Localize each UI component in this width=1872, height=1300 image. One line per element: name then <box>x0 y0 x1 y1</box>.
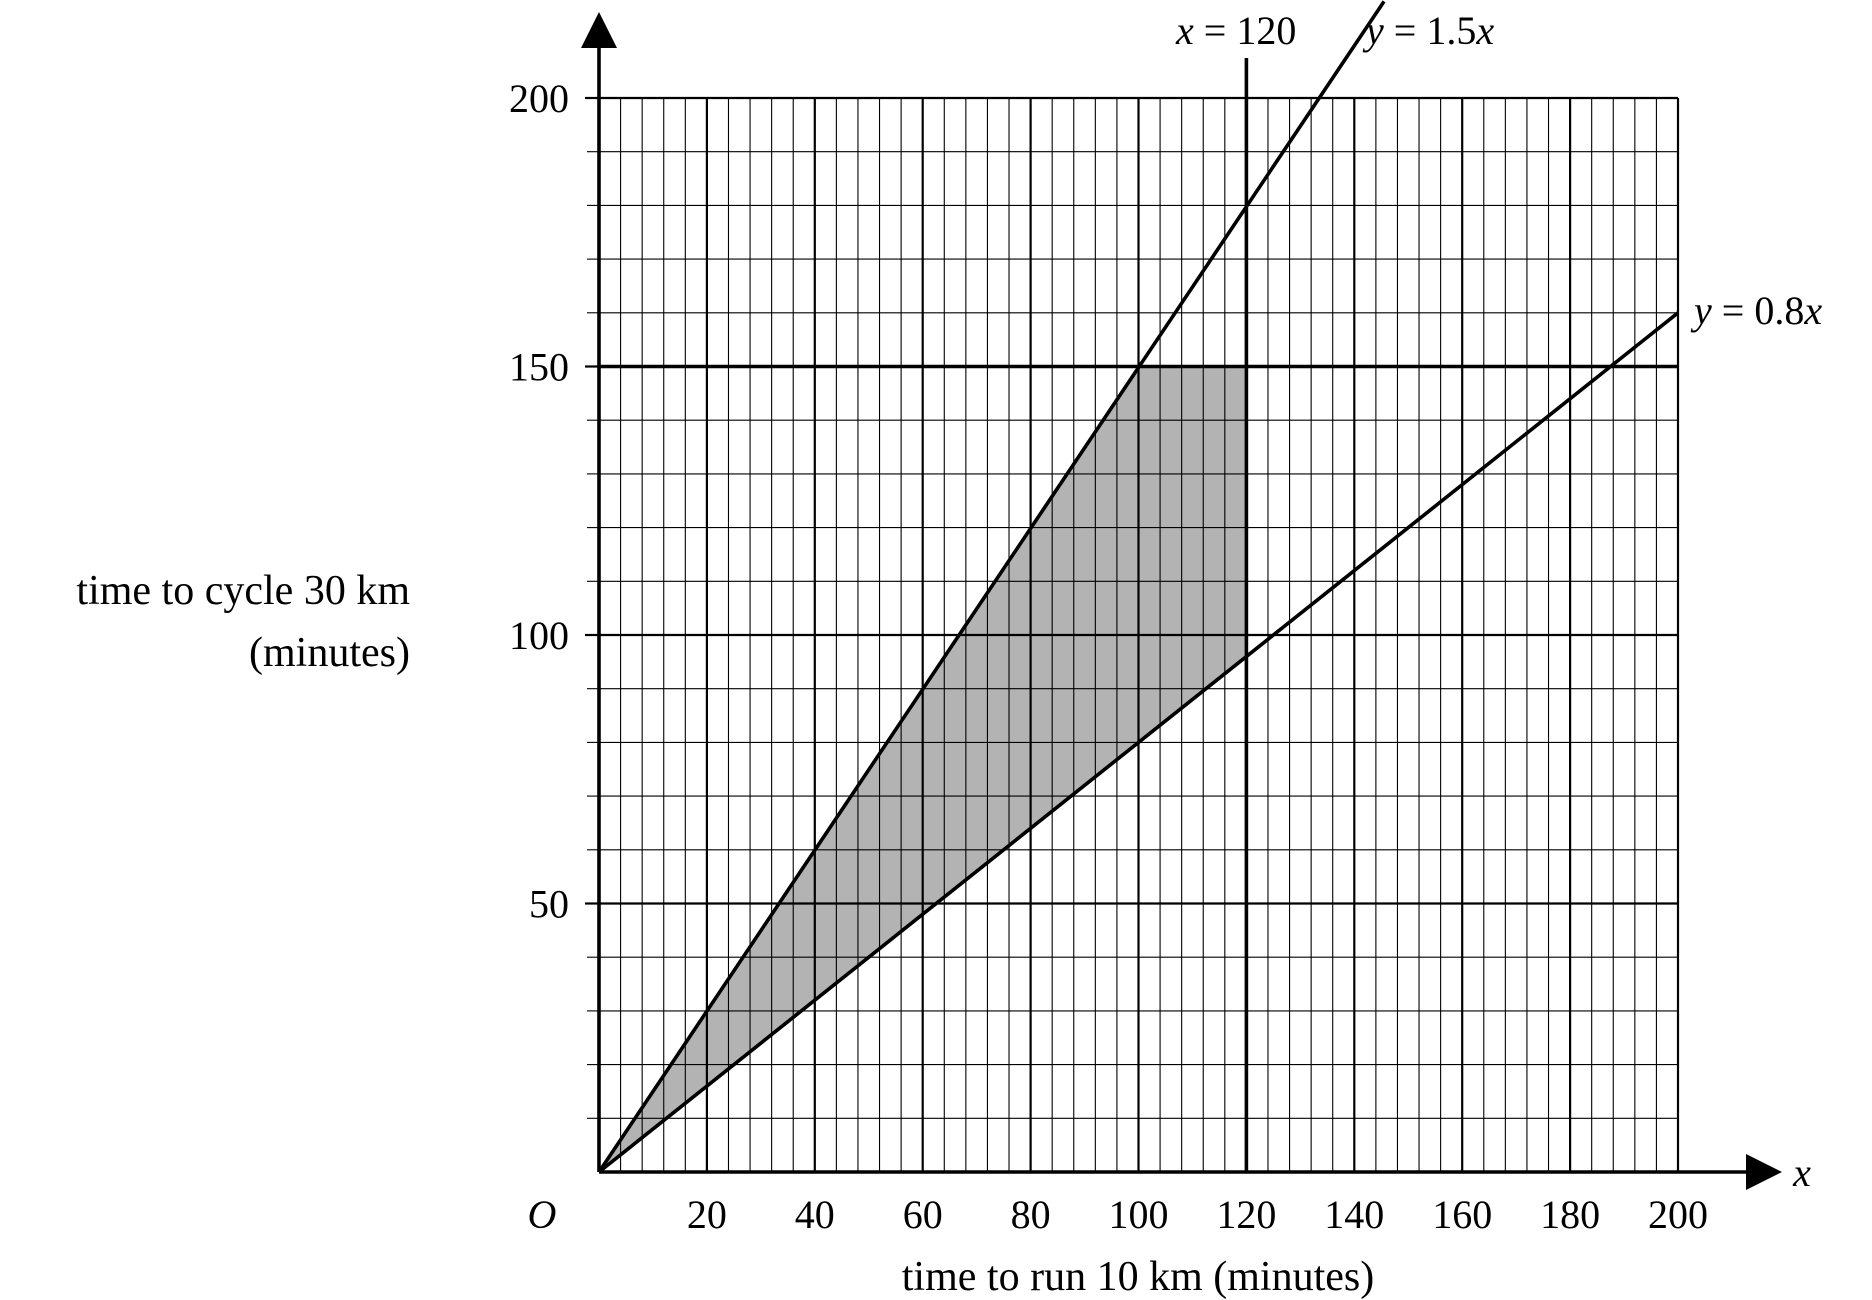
x-tick-label: 60 <box>903 1192 943 1237</box>
x-tick-label: 160 <box>1432 1192 1492 1237</box>
y-tick-label: 50 <box>529 882 569 927</box>
x-tick-label: 200 <box>1648 1192 1708 1237</box>
axes-layer <box>581 12 1782 1190</box>
x-tick-label: 180 <box>1540 1192 1600 1237</box>
y-tick-label: 100 <box>509 613 569 658</box>
x-axis-arrow <box>1746 1154 1782 1190</box>
origin-label: O <box>528 1192 557 1237</box>
y-axis-arrow <box>581 12 617 48</box>
grid-layer <box>597 96 1680 1174</box>
x-tick-label: 140 <box>1324 1192 1384 1237</box>
line-y-0.8x <box>597 311 1680 1174</box>
y-tick-label: 150 <box>509 345 569 390</box>
line-y-1.5x <box>597 0 1386 1174</box>
labels-layer: 20 40 60 80 100 120 140 160 180 200 50 100 150 200 Ox t… <box>76 8 1822 1300</box>
line-label-0: x = 120 <box>1175 8 1296 53</box>
x-tick-label: 120 <box>1216 1192 1276 1237</box>
x-axis-title: time to run 10 km (minutes) <box>902 1254 1374 1300</box>
y-axis-title-line: time to cycle 30 km <box>76 568 410 614</box>
line-label-2: y = 0.8x <box>1690 288 1822 333</box>
x-axis-symbol: x <box>1792 1150 1811 1195</box>
y-axis-title-line: (minutes) <box>249 630 410 676</box>
x-tick-label: 40 <box>795 1192 835 1237</box>
x-tick-label: 20 <box>687 1192 727 1237</box>
line-label-1: y = 1.5x <box>1362 8 1494 53</box>
y-tick-label: 200 <box>509 76 569 121</box>
x-tick-label: 80 <box>1011 1192 1051 1237</box>
x-tick-label: 100 <box>1109 1192 1169 1237</box>
lines-layer <box>597 0 1680 1174</box>
